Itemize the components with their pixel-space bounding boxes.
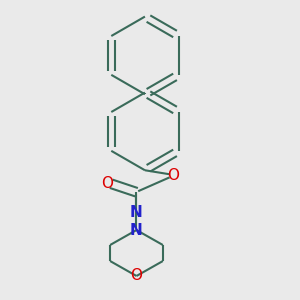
Text: O: O [130, 268, 142, 284]
Text: O: O [101, 176, 113, 191]
Text: N: N [130, 223, 143, 238]
Text: N: N [130, 205, 143, 220]
Text: O: O [167, 168, 179, 183]
